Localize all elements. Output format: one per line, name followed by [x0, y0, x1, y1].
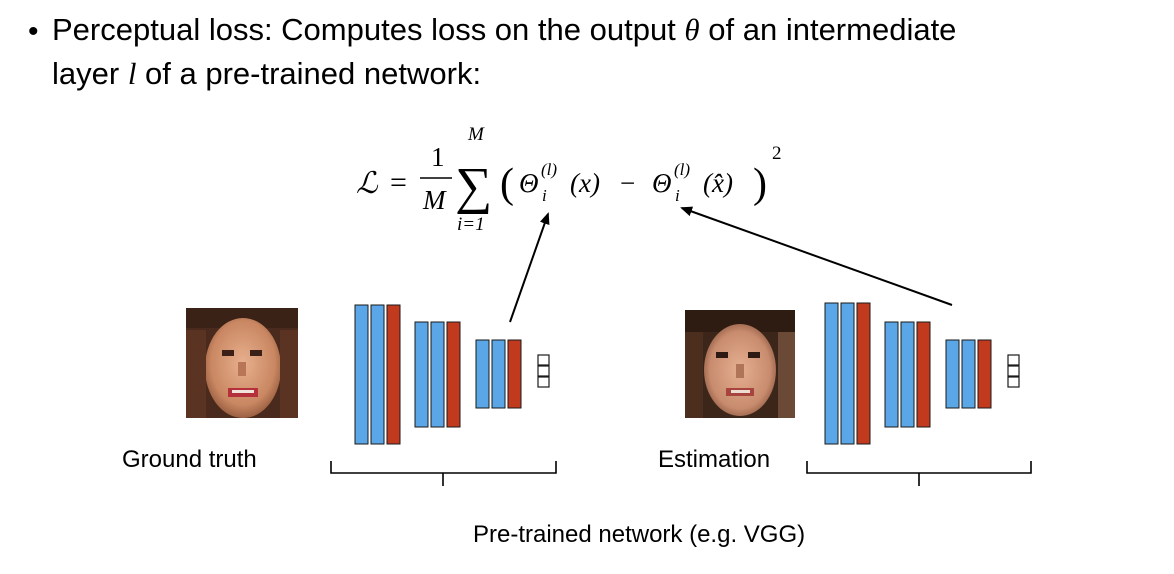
- ell-symbol: l: [127, 56, 137, 91]
- net2-fc-3: [1007, 376, 1020, 388]
- net2-layer-7: [945, 339, 960, 409]
- theta-term-1: Θ: [519, 168, 539, 198]
- theta-term-2: Θ: [652, 168, 672, 198]
- argument-x-hat: (x̂): [703, 168, 733, 198]
- net2-layer-2: [840, 302, 855, 445]
- net1-layer-9: [507, 339, 522, 409]
- network-1: [354, 304, 550, 445]
- net1-fc-2: [537, 365, 550, 377]
- net2-layer-1: [824, 302, 839, 445]
- net2-layer-6: [916, 321, 931, 428]
- net1-layer-6: [446, 321, 461, 428]
- ground-truth-image: [186, 308, 298, 418]
- net1-fc-3: [537, 376, 550, 388]
- ground-truth-caption: Ground truth: [122, 446, 257, 473]
- net1-fc-1: [537, 354, 550, 366]
- bullet-symbol: •: [28, 15, 39, 48]
- loss-symbol: ℒ: [356, 167, 379, 200]
- net1-layer-5: [430, 321, 445, 428]
- bullet-text-1b: of an intermediate: [699, 12, 957, 47]
- arrow-to-theta-xhat: [680, 206, 953, 306]
- theta-symbol: θ: [684, 12, 700, 47]
- net2-fc-2: [1007, 365, 1020, 377]
- network-2: [824, 302, 1020, 445]
- bullet-text-2b: of a pre-trained network:: [136, 56, 482, 91]
- net1-layer-7: [475, 339, 490, 409]
- estimation-caption: Estimation: [658, 446, 771, 473]
- fraction-denominator: M: [422, 185, 447, 215]
- right-paren: ): [753, 161, 767, 207]
- net2-layer-4: [884, 321, 899, 428]
- network-1-brace: [330, 461, 557, 486]
- superscript-2: (l): [674, 160, 690, 179]
- exponent: 2: [772, 143, 782, 164]
- sum-lower-limit: i=1: [457, 214, 485, 235]
- loss-formula: ℒ = 1 M M ∑ i=1 ( Θ (l) i (x) − Θ (l) i …: [356, 124, 782, 235]
- estimation-image: [685, 310, 795, 418]
- net2-layer-5: [900, 321, 915, 428]
- network-caption: Pre-trained network (e.g. VGG): [473, 521, 806, 548]
- bullet-line-2: layer l of a pre-trained network:: [52, 56, 481, 92]
- net2-fc-1: [1007, 354, 1020, 366]
- net1-layer-4: [414, 321, 429, 428]
- net1-layer-3: [386, 304, 401, 445]
- bullet-text-2a: layer: [52, 56, 128, 91]
- net1-layer-2: [370, 304, 385, 445]
- arrow-to-theta-x: [509, 212, 550, 323]
- net2-layer-8: [961, 339, 976, 409]
- argument-x: (x): [570, 168, 600, 198]
- superscript-1: (l): [541, 160, 557, 179]
- equals-sign: =: [390, 166, 407, 199]
- sum-upper-limit: M: [467, 124, 485, 145]
- net1-layer-1: [354, 304, 369, 445]
- fraction-numerator: 1: [431, 142, 445, 172]
- net1-layer-8: [491, 339, 506, 409]
- subscript-2: i: [675, 186, 680, 205]
- bullet-text-1a: Perceptual loss: Computes loss on the ou…: [52, 12, 685, 47]
- bullet-line-1: Perceptual loss: Computes loss on the ou…: [52, 12, 956, 48]
- net2-layer-9: [977, 339, 992, 409]
- network-2-brace: [806, 461, 1032, 486]
- left-paren: (: [500, 161, 514, 207]
- subscript-1: i: [542, 186, 547, 205]
- net2-layer-3: [856, 302, 871, 445]
- sum-symbol: ∑: [455, 158, 492, 215]
- minus-sign: −: [620, 168, 635, 198]
